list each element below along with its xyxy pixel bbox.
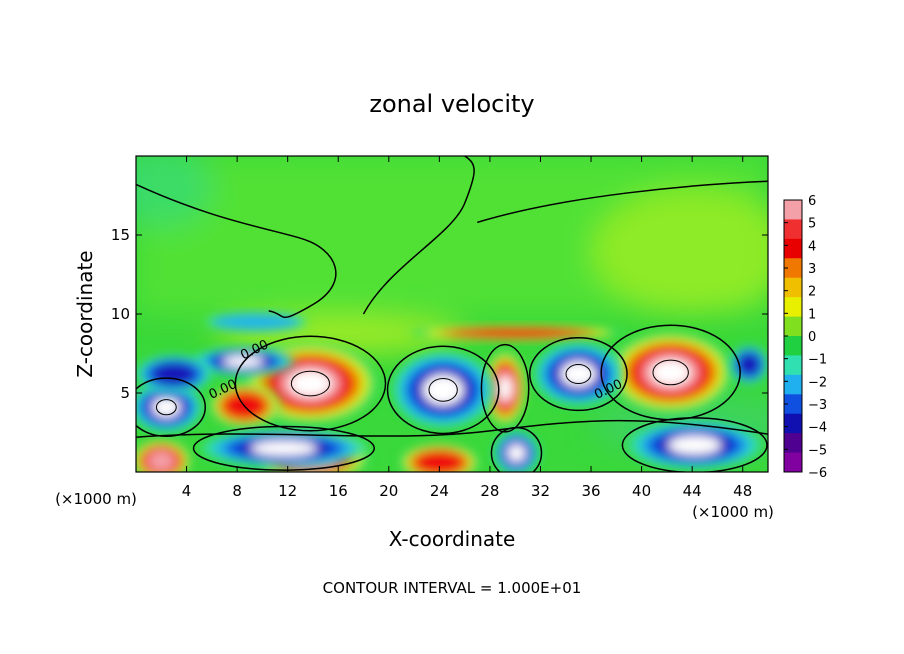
plot-area (136, 156, 768, 472)
colorbar-swatch (784, 394, 802, 415)
x-tick-label: 44 (683, 482, 702, 500)
colorbar-label: −6 (808, 466, 827, 481)
colorbar-label: −5 (808, 443, 827, 458)
y-axis-ticks: 5 10 15 (111, 226, 768, 402)
x-tick-label: 24 (430, 482, 449, 500)
zero-contour (480, 343, 530, 433)
negative-velocity-cell (628, 421, 761, 469)
x-tick-label: 8 (232, 482, 242, 500)
velocity-ring (152, 363, 196, 385)
colorbar-label: 2 (808, 285, 816, 300)
contour-interval-note: CONTOUR INTERVAL = 1.000E+01 (323, 579, 582, 597)
lower-contour (136, 419, 768, 438)
x-tick-label: 36 (581, 482, 600, 500)
colorbar-swatch (784, 258, 802, 279)
colorbar-label: −1 (808, 353, 827, 368)
colorbar-swatch (784, 433, 802, 454)
x-tick-label: 48 (733, 482, 752, 500)
x-unit-right: (×1000 m) (692, 503, 774, 521)
negative-velocity-cell (392, 351, 494, 428)
negative-velocity-cell (136, 355, 212, 393)
velocity-ring (289, 371, 331, 396)
colorbar-swatch (784, 413, 802, 434)
colorbar-swatch (784, 277, 802, 298)
x-tick-label: 32 (531, 482, 550, 500)
zero-contour (192, 425, 376, 471)
colorbar-swatch (784, 200, 802, 220)
zero-contour (528, 336, 628, 412)
colorbar-swatch (784, 452, 802, 473)
x-axis-label: X-coordinate (389, 527, 516, 551)
colorbar-label: −4 (808, 421, 827, 436)
positive-velocity-cell (410, 325, 626, 341)
negative-velocity-cell (205, 312, 307, 332)
x-tick-label: 12 (278, 482, 297, 500)
colorbar-label: 3 (808, 262, 816, 277)
velocity-ring (251, 440, 317, 456)
velocity-ring (651, 360, 690, 385)
velocity-ring (147, 451, 175, 471)
negative-velocity-cell (201, 429, 367, 468)
x-tick-label: 4 (182, 482, 192, 500)
velocity-ring (507, 444, 526, 462)
zero-contours (136, 156, 768, 472)
colorbar-label: 6 (808, 194, 816, 209)
wash-patch (136, 156, 212, 228)
velocity-ring (498, 376, 512, 400)
velocity-ring (668, 435, 721, 455)
wash-patch (591, 187, 768, 314)
colorbar-swatch (784, 355, 802, 376)
upper-contour (362, 156, 475, 315)
inner-contour (155, 399, 177, 416)
colorbar-label: 0 (808, 330, 816, 345)
colorbar-swatch (784, 219, 802, 240)
positive-velocity-cell (607, 331, 734, 414)
y-tick-label: 10 (111, 305, 130, 323)
colorbar-label: 4 (808, 239, 816, 254)
zero-contour (386, 345, 500, 435)
colorbar: 6 5 4 3 2 1 0 −1 −2 −3 −4 −5 −6 (783, 194, 827, 481)
zero-contour (621, 417, 768, 472)
upper-contour (136, 183, 337, 319)
x-tick-label: 20 (379, 482, 398, 500)
velocity-features (136, 312, 768, 472)
zero-contour (234, 335, 387, 432)
colorbar-swatch (784, 297, 802, 318)
colorbar-swatch (784, 316, 802, 337)
y-tick-label: 5 (120, 384, 130, 402)
x-axis-ticks: 4 8 12 16 20 24 28 32 36 40 44 48 (182, 156, 752, 500)
inner-contour (565, 364, 592, 385)
x-unit-left: (×1000 m) (55, 490, 137, 508)
inner-contour (290, 370, 331, 397)
inner-contour (428, 377, 458, 402)
x-tick-label: 16 (329, 482, 348, 500)
negative-velocity-cell (730, 345, 768, 384)
colorbar-label: 1 (808, 307, 816, 322)
chart-title: zonal velocity (369, 90, 534, 118)
velocity-ring (451, 328, 585, 338)
velocity-ring (414, 450, 465, 472)
velocity-ring (212, 313, 300, 331)
colorbar-label: −3 (808, 398, 827, 413)
y-tick-label: 15 (111, 226, 130, 244)
colorbar-swatch (784, 238, 802, 259)
colorbar-label: −2 (808, 375, 827, 390)
x-tick-label: 40 (632, 482, 651, 500)
positive-velocity-cell (136, 438, 192, 472)
inner-contour (652, 359, 689, 386)
x-tick-label: 28 (480, 482, 499, 500)
colorbar-swatch (784, 336, 802, 356)
y-axis-label: Z-coordinate (73, 250, 97, 377)
zero-contour (136, 377, 207, 438)
positive-velocity-cell (398, 443, 480, 472)
velocity-ring (738, 353, 760, 376)
negative-velocity-cell (493, 430, 540, 472)
colorbar-label: 5 (808, 217, 816, 232)
positive-velocity-cell (483, 350, 527, 427)
colorbar-swatch (784, 374, 802, 395)
upper-contour (477, 180, 768, 224)
